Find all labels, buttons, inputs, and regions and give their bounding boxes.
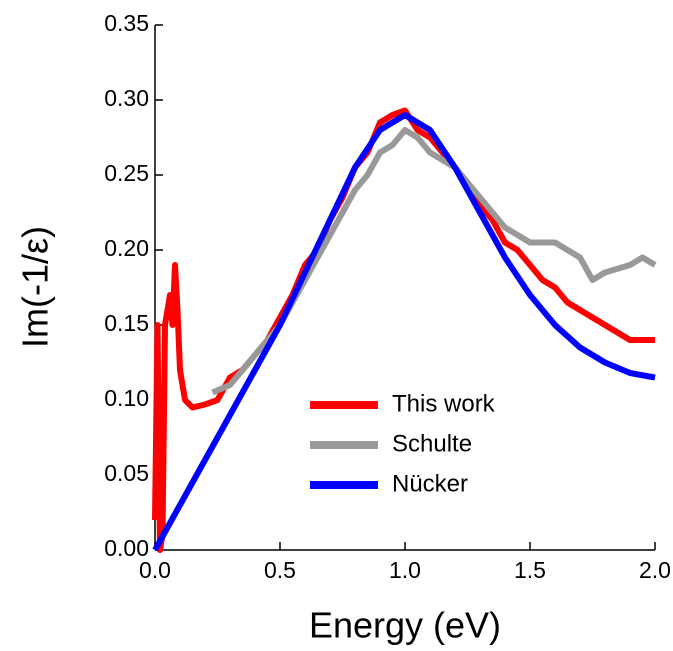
y-tick-label: 0.00: [104, 535, 149, 561]
y-tick-label: 0.35: [104, 10, 149, 36]
legend-text: Nücker: [392, 470, 468, 497]
x-tick-label: 0.5: [264, 557, 296, 583]
y-tick-label: 0.30: [104, 85, 149, 111]
y-tick-label: 0.05: [104, 460, 149, 486]
x-tick-label: 1.0: [389, 557, 421, 583]
x-tick-label: 2.0: [639, 557, 671, 583]
legend-text: Schulte: [392, 430, 472, 457]
y-tick-label: 0.20: [104, 235, 149, 261]
y-tick-label: 0.25: [104, 160, 149, 186]
y-tick-label: 0.10: [104, 385, 149, 411]
x-axis-label: Energy (eV): [309, 605, 501, 646]
y-tick-label: 0.15: [104, 310, 149, 336]
x-tick-label: 0.0: [139, 557, 171, 583]
x-tick-label: 1.5: [514, 557, 546, 583]
y-axis-label: Im(-1/ε): [15, 226, 56, 348]
series-line: [152, 112, 656, 552]
legend-text: This work: [392, 390, 496, 417]
